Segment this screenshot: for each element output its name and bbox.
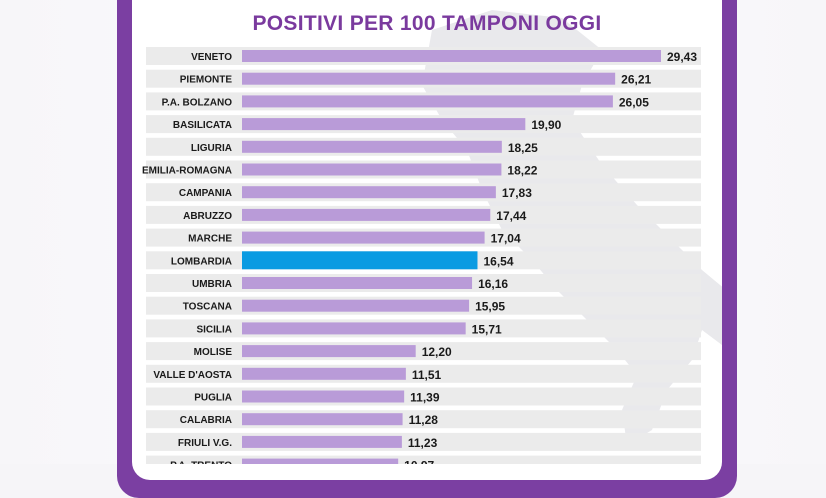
value-label-p-a-bolzano: 26,05 [619,95,649,109]
row-band-p-a-trento [146,455,701,464]
value-label-sicilia: 15,71 [472,322,502,336]
category-label-piemonte: PIEMONTE [180,75,233,86]
category-label-p-a-bolzano: P.A. BOLZANO [162,97,233,108]
category-label-abruzzo: ABRUZZO [183,211,232,222]
category-label-puglia: PUGLIA [194,393,232,404]
category-label-emilia-romagna: EMILIA-ROMAGNA [142,166,232,177]
value-label-piemonte: 26,21 [621,73,651,87]
value-label-marche: 17,04 [491,232,521,246]
category-label-marche: MARCHE [188,234,232,245]
bar-campania [242,186,496,199]
bar-umbria [242,277,473,289]
category-label-toscana: TOSCANA [183,302,232,313]
category-label-umbria: UMBRIA [192,279,232,290]
bar-veneto [242,50,661,62]
bar-p-a-trento [242,458,399,464]
value-label-valle-d-aosta: 11,51 [412,368,442,382]
bar-p-a-bolzano [242,95,613,108]
bar-sicilia [242,322,466,335]
category-label-campania: CAMPANIA [179,188,232,199]
bar-lombardia [242,251,478,270]
value-label-molise: 12,20 [422,345,452,359]
category-label-basilicata: BASILICATA [173,120,232,131]
value-label-campania: 17,83 [502,186,532,200]
category-label-veneto: VENETO [191,52,232,63]
category-label-lombardia: LOMBARDIA [171,256,232,267]
bar-liguria [242,140,502,153]
value-label-veneto: 29,43 [667,50,697,64]
bar-puglia [242,390,405,403]
value-label-abruzzo: 17,44 [496,209,526,223]
bar-emilia-romagna [242,163,502,176]
category-label-sicilia: SICILIA [196,324,232,335]
value-label-lombardia: 16,54 [483,254,513,268]
bar-chart: VENETO 29,43 PIEMONTE 26,21 P.A. BOLZANO 26,0… [142,47,701,464]
bar-calabria [242,413,403,426]
bar-valle-d-aosta [242,367,406,380]
category-label-calabria: CALABRIA [180,415,232,426]
bar-marche [242,231,485,244]
value-label-basilicata: 19,90 [531,118,561,132]
value-label-toscana: 15,95 [475,300,505,314]
bar-toscana [242,299,470,312]
category-label-liguria: LIGURIA [191,143,232,154]
category-label-friuli-v-g: FRIULI V.G. [178,438,232,449]
bar-piemonte [242,72,616,85]
value-label-friuli-v-g: 11,23 [408,436,438,450]
value-label-p-a-trento: 10,97 [404,459,434,464]
value-label-emilia-romagna: 18,22 [507,164,537,178]
bar-abruzzo [242,208,491,221]
bar-friuli-v-g [242,435,402,448]
value-label-puglia: 11,39 [410,391,440,405]
bar-molise [242,345,416,358]
category-label-molise: MOLISE [194,347,233,358]
bar-basilicata [242,118,526,131]
category-label-valle-d-aosta: VALLE D'AOSTA [153,370,232,381]
category-label-p-a-trento: P.A. TRENTO [170,461,232,464]
chart-title: POSITIVI PER 100 TAMPONI OGGI [252,12,602,35]
value-label-liguria: 18,25 [508,141,538,155]
value-label-calabria: 11,28 [409,413,439,427]
value-label-umbria: 16,16 [478,277,508,291]
